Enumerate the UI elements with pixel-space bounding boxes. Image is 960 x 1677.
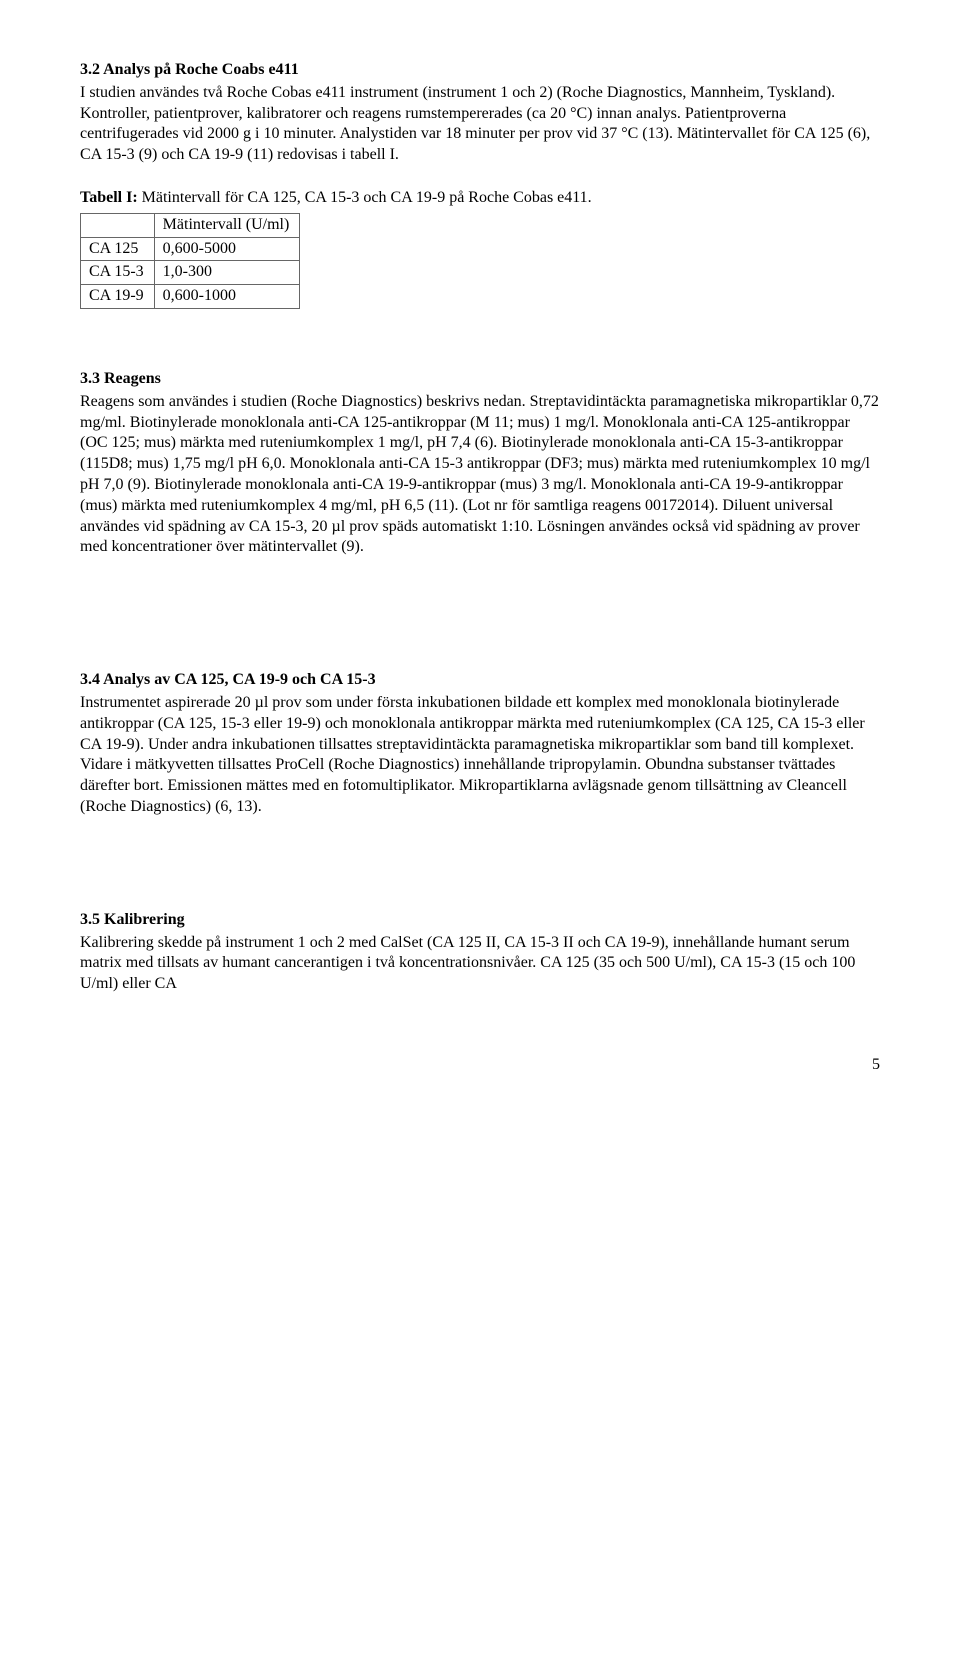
section-3-4-heading: 3.4 Analys av CA 125, CA 19-9 och CA 15-… (80, 670, 880, 691)
section-3-5-body: Kalibrering skedde på instrument 1 och 2… (80, 933, 880, 995)
table-cell-label: CA 125 (81, 237, 155, 261)
table-1: Mätintervall (U/ml) CA 125 0,600-5000 CA… (80, 213, 300, 309)
page-number: 5 (80, 1055, 880, 1076)
section-3-3-body: Reagens som användes i studien (Roche Di… (80, 392, 880, 558)
table-1-caption-text: Mätintervall för CA 125, CA 15-3 och CA … (138, 189, 592, 206)
section-3-3-heading: 3.3 Reagens (80, 369, 880, 390)
table-cell-value: 0,600-1000 (154, 285, 300, 309)
table-header-empty (81, 213, 155, 237)
table-row: CA 15-3 1,0-300 (81, 261, 300, 285)
table-row: CA 125 0,600-5000 (81, 237, 300, 261)
section-3-2-heading: 3.2 Analys på Roche Coabs e411 (80, 60, 880, 81)
table-cell-label: CA 19-9 (81, 285, 155, 309)
table-1-caption-bold: Tabell I: (80, 189, 138, 206)
table-header-row: Mätintervall (U/ml) (81, 213, 300, 237)
section-3-5-heading: 3.5 Kalibrering (80, 910, 880, 931)
table-cell-value: 1,0-300 (154, 261, 300, 285)
table-row: CA 19-9 0,600-1000 (81, 285, 300, 309)
section-3-4-body: Instrumentet aspirerade 20 µl prov som u… (80, 693, 880, 818)
table-cell-label: CA 15-3 (81, 261, 155, 285)
section-3-2-body: I studien användes två Roche Cobas e411 … (80, 83, 880, 166)
table-cell-value: 0,600-5000 (154, 237, 300, 261)
table-header-col: Mätintervall (U/ml) (154, 213, 300, 237)
table-1-caption: Tabell I: Mätintervall för CA 125, CA 15… (80, 188, 880, 209)
